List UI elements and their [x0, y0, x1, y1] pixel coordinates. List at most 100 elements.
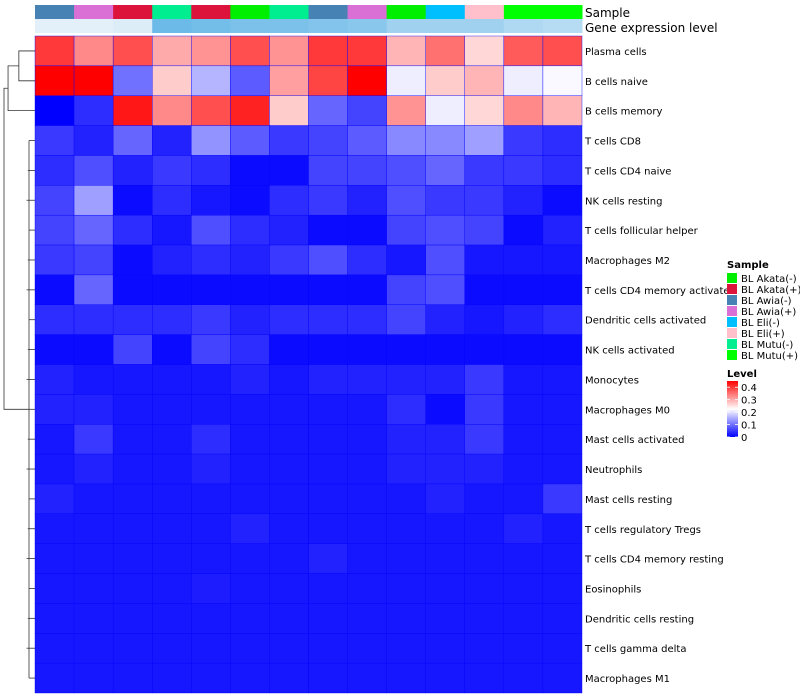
heatmap-cell [191, 95, 231, 126]
annotation-gene-expression-cell [35, 19, 75, 33]
heatmap-cell [269, 513, 309, 544]
row-label: Macrophages M1 [585, 674, 670, 685]
heatmap-cell [269, 35, 309, 67]
heatmap-cell [347, 125, 387, 156]
annotation-gene-expression-cell [230, 19, 270, 33]
heatmap-cell [34, 155, 75, 186]
heatmap-cell [464, 35, 505, 67]
heatmap-cell [347, 244, 387, 276]
heatmap-cell [269, 274, 309, 305]
heatmap-cell [34, 573, 75, 604]
heatmap-cell [542, 155, 583, 186]
heatmap-cell [425, 304, 465, 335]
heatmap-cell [503, 364, 544, 395]
heatmap-cell [308, 274, 348, 305]
annotation-sample-cell [503, 5, 544, 19]
legend-sample-label: BL Awia(-) [741, 296, 792, 307]
heatmap-cell [73, 274, 114, 305]
heatmap-cell [542, 573, 583, 604]
heatmap-cell [425, 662, 465, 694]
heatmap-cells [34, 35, 583, 694]
heatmap-cell [73, 155, 114, 186]
annotation-gene-expression-cell [113, 19, 153, 33]
heatmap-cell [503, 573, 544, 604]
heatmap-cell [308, 155, 348, 186]
annotation-gene-expression-cell [503, 19, 544, 33]
heatmap-cell [464, 334, 505, 365]
heatmap-cell [386, 35, 426, 67]
row-label: B cells naive [585, 77, 648, 88]
heatmap-cell [112, 513, 153, 544]
heatmap-cell [230, 513, 270, 544]
heatmap-cell [152, 513, 192, 544]
heatmap-cell [191, 334, 231, 365]
heatmap-cell [425, 573, 465, 604]
heatmap-cell [464, 543, 505, 574]
heatmap-cell [191, 65, 231, 96]
legend-sample-title: Sample [727, 260, 769, 271]
heatmap-cell [34, 214, 75, 246]
heatmap-cell [73, 364, 114, 395]
annotation-sample-cell [464, 5, 505, 19]
heatmap-cell [152, 304, 192, 335]
heatmap-cell [34, 513, 75, 544]
heatmap-cell [542, 214, 583, 246]
heatmap-cell [425, 274, 465, 305]
heatmap-cell [308, 603, 348, 634]
heatmap-cell [503, 483, 544, 515]
heatmap-cell [230, 35, 270, 67]
legend-sample-swatch [727, 317, 737, 327]
heatmap-cell [112, 573, 153, 604]
legend-level-title: Level [727, 369, 757, 380]
annotation-gene-expression-cell [347, 19, 388, 33]
heatmap-cell [542, 513, 583, 544]
heatmap-cell [230, 364, 270, 395]
heatmap-cell [191, 483, 231, 515]
heatmap-cell [425, 394, 465, 425]
row-label: Mast cells activated [585, 435, 684, 446]
heatmap-cell [425, 65, 465, 96]
heatmap-cell [230, 185, 270, 216]
heatmap-cell [425, 334, 465, 365]
heatmap-cell [542, 35, 583, 67]
heatmap-cell [230, 95, 270, 126]
annotation-sample-cell [308, 5, 349, 19]
heatmap-cell [542, 65, 583, 96]
heatmap-cell [34, 603, 75, 634]
heatmap-cell [503, 453, 544, 485]
annotation-title-gene-expression: Gene expression level [585, 21, 718, 35]
heatmap-cell [542, 364, 583, 395]
heatmap-cell [191, 125, 231, 156]
heatmap-cell [230, 603, 270, 634]
annotation-gene-expression-cell [152, 19, 192, 33]
heatmap-cell [191, 155, 231, 186]
heatmap-cell [269, 214, 309, 246]
heatmap-cell [347, 274, 387, 305]
annotation-title-sample: Sample [585, 6, 630, 20]
heatmap-cell [73, 185, 114, 216]
heatmap-cell [152, 483, 192, 515]
annotation-sample-cell [74, 5, 114, 19]
heatmap-cell [308, 125, 348, 156]
heatmap-cell [230, 424, 270, 455]
heatmap-cell [308, 662, 348, 694]
row-label: NK cells activated [585, 346, 675, 357]
heatmap-cell [269, 244, 309, 276]
heatmap-cell [191, 35, 231, 67]
heatmap-cell [386, 424, 426, 455]
row-label: T cells CD4 memory activated [584, 286, 736, 297]
heatmap-cell [503, 304, 544, 335]
heatmap-cell [308, 214, 348, 246]
heatmap-cell [503, 603, 544, 634]
heatmap-cell [464, 155, 505, 186]
heatmap-cell [386, 513, 426, 544]
heatmap-cell [386, 603, 426, 634]
legend-sample-swatch [727, 284, 737, 294]
heatmap-cell [308, 185, 348, 216]
annotation-gene-expression-cell [191, 19, 231, 33]
annotation-sample-cell [152, 5, 192, 19]
heatmap-cell [308, 483, 348, 515]
heatmap-cell [464, 125, 505, 156]
heatmap-cell [191, 513, 231, 544]
heatmap-cell [191, 453, 231, 485]
